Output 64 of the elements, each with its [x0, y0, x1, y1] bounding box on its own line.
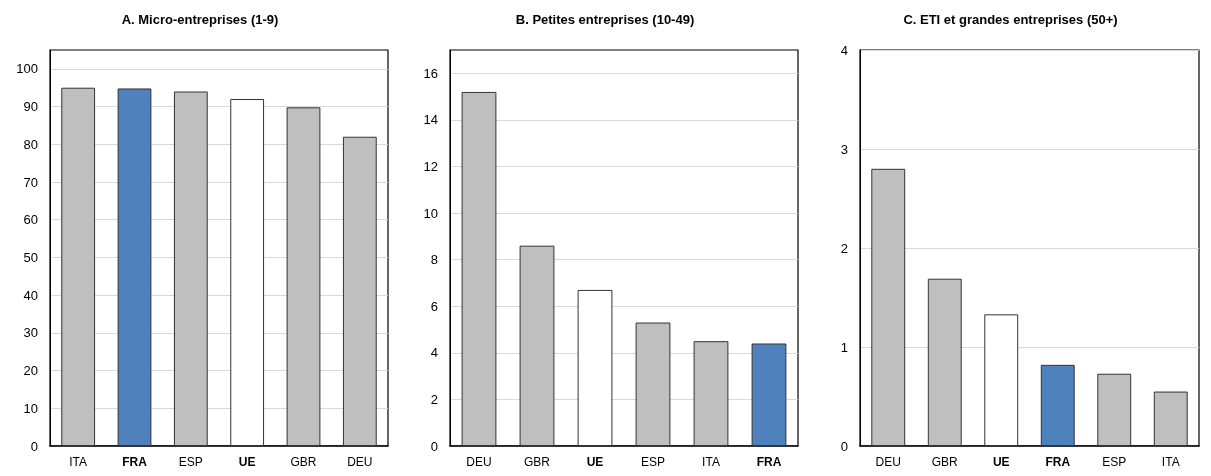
bar	[461, 91, 497, 446]
x-tick-label: GBR	[931, 455, 959, 469]
y-tick-label: 1	[840, 339, 848, 355]
y-tick-label: 60	[23, 212, 38, 228]
bar	[286, 107, 321, 446]
bar	[693, 341, 729, 446]
y-tick-label: 100	[16, 61, 38, 77]
x-tick-label: DEU	[347, 455, 373, 469]
bar	[230, 99, 265, 446]
y-tick-label: 10	[423, 205, 438, 221]
x-tick-label: ITA	[1161, 455, 1180, 469]
bar	[342, 136, 377, 446]
y-tick-label: 4	[840, 42, 848, 58]
y-tick-label: 70	[23, 174, 38, 190]
y-tick-label: 50	[23, 249, 38, 265]
y-tick-label: 12	[423, 158, 438, 174]
bar	[1153, 391, 1188, 446]
y-tick-label: 4	[430, 345, 438, 361]
bar	[61, 87, 96, 446]
y-tick-label: 0	[840, 438, 848, 454]
x-tick-label: ESP	[640, 455, 666, 469]
x-tick-label: UE	[992, 455, 1010, 469]
x-tick-label: FRA	[122, 455, 148, 469]
x-tick-label: ESP	[1102, 455, 1127, 469]
x-tick-label: ITA	[702, 455, 720, 469]
bar	[519, 245, 555, 446]
x-tick-label: UE	[586, 455, 604, 469]
x-tick-label: GBR	[290, 455, 317, 469]
y-tick-label: 90	[23, 99, 38, 115]
y-tick-label: 3	[840, 141, 848, 157]
y-tick-label: 16	[423, 65, 438, 81]
y-tick-label: 10	[23, 400, 38, 416]
bar	[635, 322, 671, 446]
bar	[117, 88, 152, 446]
y-tick-label: 14	[423, 112, 438, 128]
x-tick-label: GBR	[523, 455, 551, 469]
bar	[984, 314, 1019, 446]
x-tick-label: ESP	[178, 455, 203, 469]
y-tick-label: 2	[430, 391, 438, 407]
y-tick-label: 0	[30, 438, 38, 454]
y-tick-label: 8	[430, 252, 438, 268]
chart-title: C. ETI et grandes entreprises (50+)	[903, 12, 1118, 27]
x-tick-label: UE	[238, 455, 256, 469]
y-tick-label: 30	[23, 325, 38, 341]
chart-title: A. Micro-entreprises (1-9)	[121, 12, 279, 27]
bar	[1040, 364, 1075, 446]
x-tick-label: DEU	[875, 455, 901, 469]
bar	[1097, 373, 1132, 446]
bar	[871, 168, 906, 446]
y-tick-label: 0	[430, 438, 438, 454]
y-tick-label: 20	[23, 363, 38, 379]
bar	[751, 343, 787, 446]
y-tick-label: 6	[430, 298, 438, 314]
x-tick-label: FRA	[756, 455, 782, 469]
bar	[927, 278, 962, 446]
x-tick-label: DEU	[466, 455, 492, 469]
x-tick-label: FRA	[1045, 455, 1071, 469]
x-tick-label: ITA	[69, 455, 88, 469]
bar	[173, 91, 208, 446]
chart-title: B. Petites entreprises (10-49)	[515, 12, 695, 27]
bar	[577, 289, 613, 446]
y-tick-label: 2	[840, 240, 848, 256]
y-tick-label: 40	[23, 287, 38, 303]
y-tick-label: 80	[23, 136, 38, 152]
